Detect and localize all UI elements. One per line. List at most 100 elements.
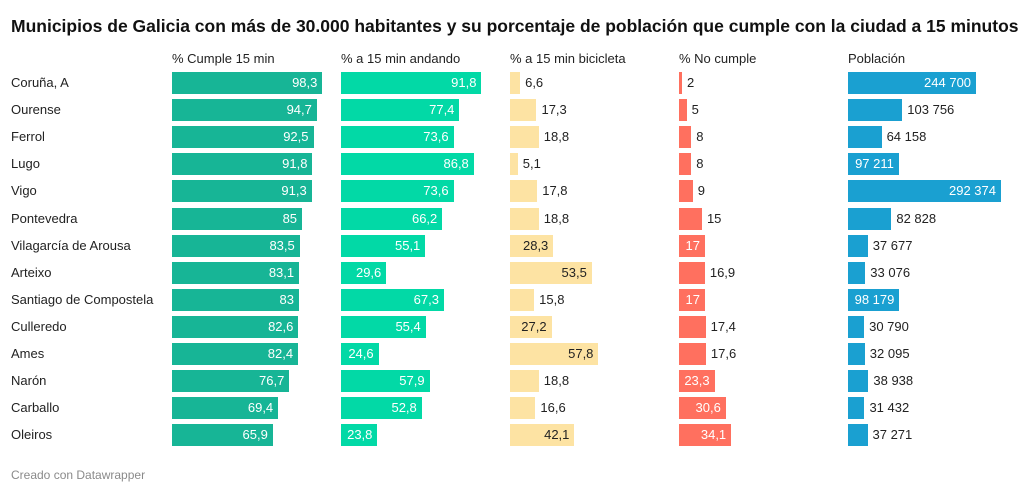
value-label: 85 [282,210,298,226]
row-label: Culleredo [11,318,67,334]
row-label: Oleiros [11,427,53,443]
bar [679,397,726,420]
bar [848,261,866,284]
value-label: 17,4 [710,318,736,334]
value-label: 24,6 [348,346,374,361]
value-label: 17,3 [541,102,567,118]
value-label: 82 828 [896,210,937,226]
bar [172,397,279,420]
bar [341,153,474,176]
bar [341,261,387,284]
value-label: 23,3 [684,373,710,389]
bar [172,343,299,365]
value-label: 15,8 [539,291,565,307]
bar [510,261,592,284]
bar [341,207,443,230]
bar [510,126,539,149]
bar [341,126,454,149]
value-label: 33 076 [870,264,911,280]
value-label: 15 [706,210,722,226]
value-label: 69,4 [247,400,274,416]
bar [172,370,290,393]
bar [848,72,977,94]
value-label: 17 [685,291,700,307]
bar [679,343,706,365]
bar [848,180,1001,203]
bar [172,234,300,257]
value-label: 92,5 [283,129,309,145]
value-label: 18,8 [543,373,570,389]
value-label: 57,8 [568,346,594,361]
bar [172,288,299,311]
bar [510,288,535,311]
row-label: Carballo [11,400,60,416]
value-label: 9 [697,183,705,199]
bar [172,126,314,149]
bar [172,424,273,447]
value-label: 77,4 [429,102,455,118]
row-label: Ames [11,346,45,361]
value-label: 82,4 [267,346,294,361]
value-label: 83 [279,291,294,307]
column-header: % a 15 min andando [341,51,461,66]
value-label: 94,7 [286,102,312,118]
row-label: Vilagarcía de Arousa [11,237,131,253]
bar [679,370,715,393]
column-header: % a 15 min bicicleta [510,51,626,66]
value-label: 103 756 [907,102,955,118]
bar [679,207,702,230]
bar [510,397,536,420]
value-label: 91,8 [282,156,308,172]
value-label: 82,6 [268,318,294,334]
value-label: 98,3 [292,75,318,90]
value-label: 23,8 [347,427,373,443]
value-label: 17,8 [542,183,568,199]
bar [848,234,868,257]
bar [510,207,539,230]
bar [510,234,554,257]
bar [679,180,693,203]
bar [679,424,732,447]
value-label: 53,5 [561,264,587,280]
value-label: 37 677 [872,237,913,253]
value-label: 42,1 [544,427,570,443]
chart-title: Municipios de Galicia con más de 30.000 … [11,16,1019,36]
row-label: Ourense [11,102,61,118]
value-label: 18,8 [543,210,570,226]
value-label: 97 211 [855,156,894,172]
bar [510,315,552,338]
value-label: 30 790 [869,318,909,334]
value-label: 98 179 [854,291,895,307]
row-label: Coruña, A [11,75,69,90]
bar [341,397,422,420]
bar [848,99,903,122]
bar [341,234,426,257]
bar [510,180,538,203]
column-header: % No cumple [679,51,757,66]
bar [848,315,865,338]
row-label: Narón [11,373,47,389]
value-label: 73,6 [423,129,449,145]
bar [172,315,299,338]
value-label: 67,3 [413,291,439,307]
bar [848,343,865,365]
value-label: 6,6 [525,75,544,90]
value-label: 64 158 [886,129,927,145]
column-header: % Cumple 15 min [172,51,275,66]
bar [848,126,882,149]
bar [341,424,378,447]
bar [679,315,706,338]
value-label: 55,1 [394,237,421,253]
bar [510,343,599,365]
bar [172,261,300,284]
row-label: Vigo [11,183,37,199]
value-label: 16,6 [540,400,566,416]
bar [679,234,705,257]
value-label: 83,5 [269,237,295,253]
bar [510,72,521,94]
bar [341,343,379,365]
value-label: 27,2 [521,318,547,334]
value-label: 30,6 [695,400,721,416]
column-header: Población [848,51,906,66]
bar [848,153,899,176]
